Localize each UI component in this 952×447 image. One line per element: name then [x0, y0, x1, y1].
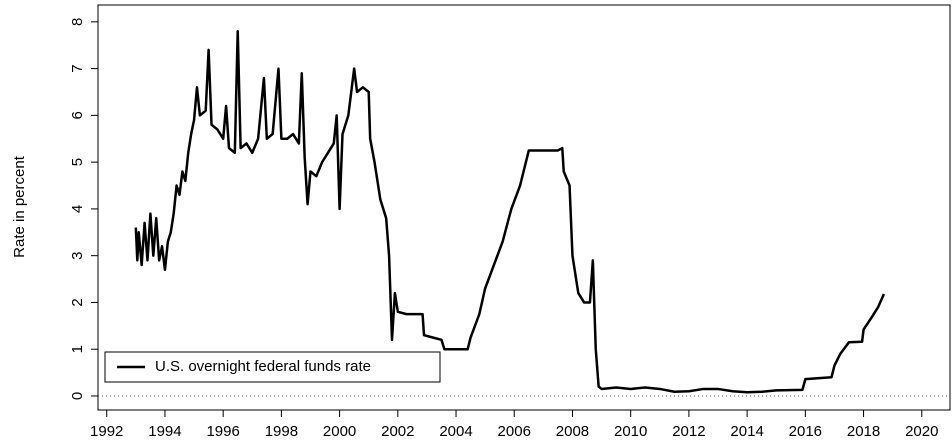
y-tick-label: 0: [69, 392, 86, 400]
y-tick-label: 4: [69, 205, 86, 213]
x-tick-label: 2002: [381, 423, 414, 440]
y-tick-label: 8: [69, 18, 86, 26]
y-tick-label: 6: [69, 111, 86, 119]
y-tick-label: 3: [69, 251, 86, 259]
y-tick-label: 7: [69, 64, 86, 72]
x-tick-label: 1998: [265, 423, 298, 440]
x-tick-label: 2004: [439, 423, 472, 440]
x-tick-label: 2010: [614, 423, 647, 440]
x-tick-label: 2000: [323, 423, 356, 440]
y-tick-label: 5: [69, 158, 86, 166]
series-line: [134, 29, 886, 394]
y-tick-label: 2: [69, 298, 86, 306]
legend-label: U.S. overnight federal funds rate: [155, 358, 371, 375]
y-tick-label: 1: [69, 345, 86, 353]
x-tick-label: 1994: [148, 423, 181, 440]
x-tick-label: 2012: [672, 423, 705, 440]
x-tick-label: 2006: [498, 423, 531, 440]
legend-box: [104, 351, 441, 383]
x-tick-label: 2016: [789, 423, 822, 440]
plot-frame: [97, 4, 951, 411]
y-axis-label: Rate in percent: [11, 155, 28, 258]
x-tick-label: 1992: [90, 423, 123, 440]
x-tick-label: 2020: [905, 423, 938, 440]
x-tick-label: 1996: [206, 423, 239, 440]
x-tick-label: 2008: [556, 423, 589, 440]
x-tick-label: 2018: [847, 423, 880, 440]
x-tick-label: 2014: [730, 423, 763, 440]
